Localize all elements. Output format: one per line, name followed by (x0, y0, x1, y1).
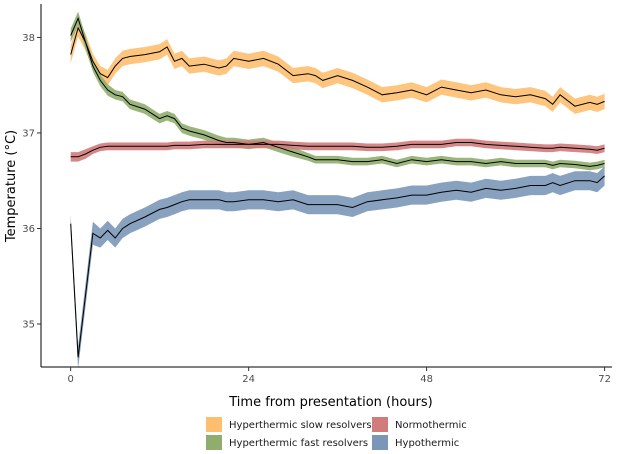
legend-swatch-hyperthermic-slow-resolvers (206, 417, 222, 432)
band-hyperthermic-slow-resolvers (70, 19, 605, 114)
y-axis-title: Temperature (°C) (4, 130, 19, 243)
y-tick-label: 36 (22, 224, 35, 235)
line-hyperthermic-fast-resolvers (70, 16, 605, 167)
legend-swatch-hyperthermic-fast-resolvers (206, 435, 222, 450)
legend-label-hyperthermic-slow-resolvers: Hyperthermic slow resolvers (229, 420, 372, 431)
line-hypothermic (70, 175, 605, 358)
y-ticks: 35 36 37 38 (22, 33, 41, 331)
legend: Hyperthermic slow resolvers Normothermic H… (206, 417, 467, 450)
legend-swatch-hypothermic (372, 435, 388, 450)
y-tick-label: 35 (22, 320, 35, 331)
confidence-bands (70, 11, 605, 369)
band-hyperthermic-fast-resolvers (70, 11, 605, 171)
x-tick-label: 0 (67, 374, 73, 385)
line-normothermic (70, 142, 605, 158)
line-hyperthermic-slow-resolvers (70, 26, 605, 107)
x-axis-title: Time from presentation (hours) (228, 395, 432, 410)
y-tick-label: 37 (22, 128, 35, 139)
band-hypothermic (70, 166, 605, 369)
legend-label-normothermic: Normothermic (395, 420, 467, 431)
series-lines (70, 16, 605, 358)
legend-label-hyperthermic-fast-resolvers: Hyperthermic fast resolvers (229, 438, 368, 449)
legend-swatch-normothermic (372, 417, 388, 432)
x-tick-label: 72 (598, 374, 611, 385)
x-ticks: 0 24 48 72 (67, 367, 611, 385)
x-tick-label: 48 (420, 374, 433, 385)
legend-label-hypothermic: Hypothermic (395, 438, 459, 449)
x-tick-label: 24 (242, 374, 255, 385)
y-tick-label: 38 (22, 33, 35, 44)
